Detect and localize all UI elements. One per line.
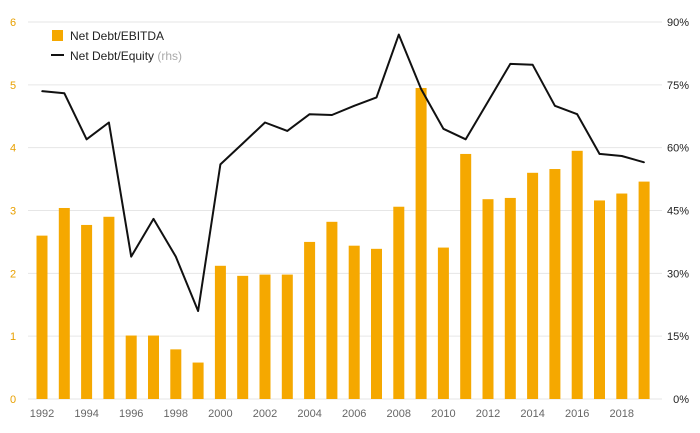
x-tick-label: 1994 [74, 408, 98, 420]
left-tick-label: 0 [10, 394, 16, 406]
right-tick-label: 30% [667, 268, 689, 280]
legend-label-rhs: (rhs) [157, 49, 182, 63]
line-series-net-debt-equity [41, 33, 645, 312]
left-tick-label: 3 [10, 206, 16, 218]
point-1999 [197, 310, 199, 312]
point-2010 [442, 128, 445, 130]
point-1992 [41, 90, 43, 92]
bar-1998 [170, 349, 182, 399]
bar-2010 [437, 247, 449, 399]
x-tick-label: 2016 [565, 408, 589, 420]
point-1994 [85, 138, 88, 141]
bar-2001 [237, 275, 249, 399]
x-tick-label: 2014 [520, 408, 544, 420]
point-1996 [130, 255, 132, 258]
bar-2014 [527, 172, 539, 399]
right-axis-ticks: 0% 15% 30% 45% 60% 75% 90% [667, 17, 689, 406]
point-2009 [420, 88, 422, 90]
legend: Net Debt/EBITDA Net Debt/Equity (rhs) [51, 29, 182, 63]
point-2006 [353, 104, 356, 107]
left-tick-label: 1 [10, 331, 16, 343]
point-2005 [331, 114, 333, 116]
right-tick-label: 0% [673, 394, 689, 406]
bar-2000 [214, 265, 226, 399]
left-tick-label: 5 [10, 80, 16, 92]
point-2018 [621, 155, 623, 157]
bar-2002 [259, 274, 271, 399]
bar-2006 [348, 245, 360, 399]
x-tick-label: 1996 [119, 408, 143, 420]
bar-2005 [326, 221, 338, 399]
bar-1995 [103, 216, 115, 399]
bar-1997 [148, 335, 159, 399]
x-tick-label: 2002 [253, 408, 277, 420]
bar-1996 [125, 335, 137, 399]
bar-2007 [371, 248, 382, 399]
bar-2012 [482, 199, 494, 399]
bar-2019 [638, 181, 650, 399]
bar-2018 [616, 193, 628, 399]
point-2013 [509, 63, 512, 65]
x-tick-label: 2012 [476, 408, 500, 420]
point-2008 [398, 33, 400, 36]
point-2001 [241, 142, 244, 145]
x-tick-label: 1992 [30, 408, 54, 420]
point-2019 [643, 161, 645, 164]
left-axis-ticks: 0 1 2 3 4 5 6 [10, 17, 16, 406]
point-1998 [175, 255, 177, 258]
point-2004 [308, 113, 311, 115]
point-2011 [464, 138, 467, 141]
point-2015 [554, 104, 556, 107]
legend-label-net-debt-ebitda: Net Debt/EBITDA [70, 29, 164, 43]
point-1995 [108, 121, 110, 124]
point-2000 [219, 163, 222, 166]
point-2017 [598, 153, 601, 155]
bar-series-net-debt-ebitda [36, 87, 650, 399]
x-tick-label: 2000 [208, 408, 232, 420]
bar-1993 [58, 207, 70, 399]
point-2007 [375, 96, 378, 99]
bar-2003 [281, 274, 293, 399]
right-tick-label: 75% [667, 80, 689, 92]
right-tick-label: 60% [667, 143, 689, 155]
point-2012 [487, 100, 489, 103]
bar-2016 [571, 150, 583, 399]
x-tick-label: 2008 [387, 408, 411, 420]
x-tick-label: 2018 [610, 408, 634, 420]
bar-2015 [549, 169, 561, 399]
x-tick-label: 2004 [297, 408, 321, 420]
x-tick-label: 1998 [164, 408, 188, 420]
legend-label-net-debt-equity-main: Net Debt/Equity [70, 49, 154, 63]
bar-2011 [460, 153, 472, 399]
point-1997 [152, 218, 155, 220]
left-tick-label: 4 [10, 143, 16, 155]
point-2002 [264, 121, 266, 124]
legend-swatch-net-debt-ebitda [52, 30, 63, 41]
left-tick-label: 6 [10, 17, 16, 29]
left-tick-label: 2 [10, 268, 16, 280]
legend-label-net-debt-equity: Net Debt/Equity (rhs) [70, 49, 182, 63]
line-net-debt-equity [41, 33, 645, 312]
point-2016 [576, 113, 578, 115]
bar-1999 [192, 362, 204, 399]
bar-2013 [504, 197, 516, 399]
bar-2009 [415, 87, 427, 399]
point-2003 [286, 130, 289, 132]
right-tick-label: 45% [667, 206, 689, 218]
right-tick-label: 90% [667, 17, 689, 29]
right-tick-label: 15% [667, 331, 689, 343]
bar-1994 [81, 224, 93, 399]
x-tick-label: 2010 [431, 408, 455, 420]
bar-2017 [594, 200, 605, 399]
point-2014 [531, 63, 534, 66]
bar-1992 [36, 235, 48, 399]
x-tick-label: 2006 [342, 408, 366, 420]
x-axis-ticks: 1992 1994 1996 1998 2000 2002 2004 2006 2008 2010… [30, 408, 634, 420]
point-1993 [63, 92, 66, 95]
bar-2008 [393, 206, 405, 399]
bar-2004 [304, 241, 316, 399]
